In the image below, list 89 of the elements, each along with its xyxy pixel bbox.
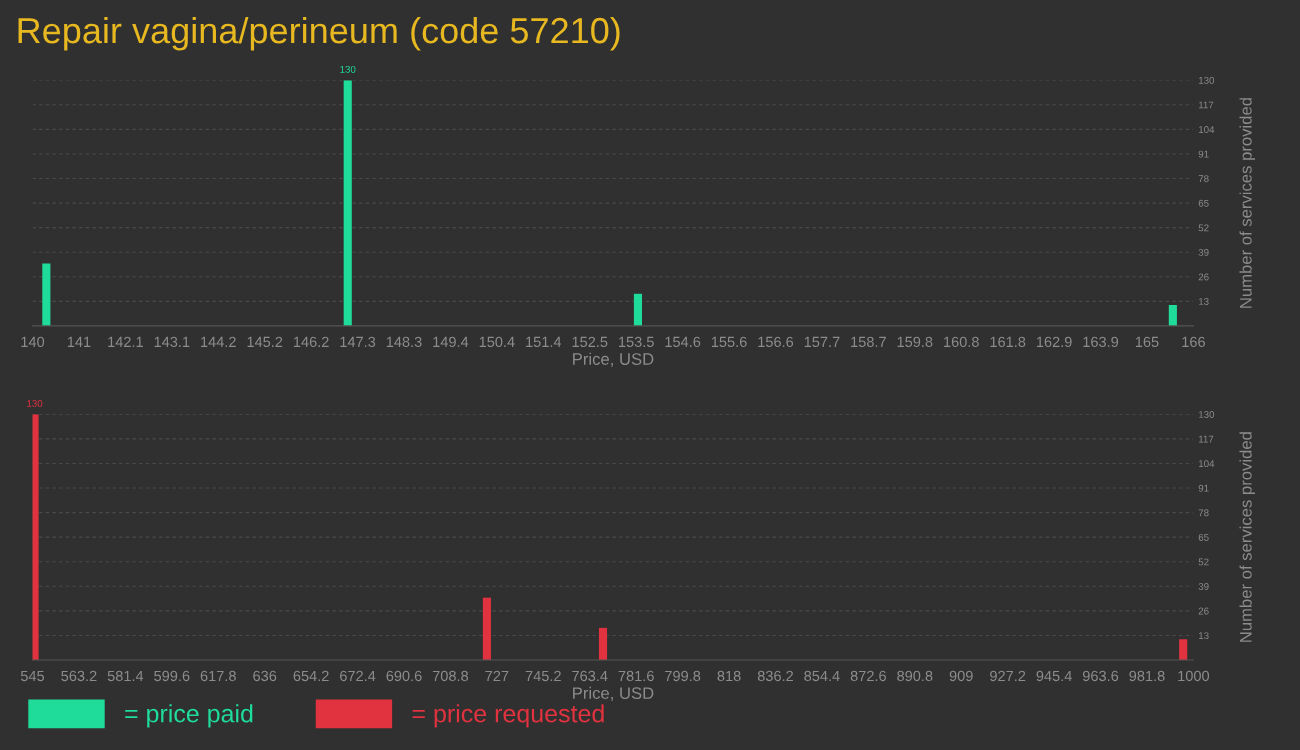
x-tick-label: 162.9	[1036, 336, 1072, 348]
bar	[482, 597, 491, 660]
x-tick-label: 981.8	[1129, 670, 1165, 682]
x-tick-label: 158.7	[851, 336, 886, 348]
y-tick-label: 78	[1198, 509, 1209, 517]
data-label: 130	[340, 65, 356, 73]
legend-label: = price requested	[412, 704, 604, 728]
y-tick-label: 52	[1198, 558, 1209, 566]
bar	[633, 293, 643, 326]
x-axis-title: Price, USD	[573, 686, 654, 701]
x-tick-label: 145.2	[247, 336, 283, 348]
x-tick-label: 149.4	[433, 336, 469, 348]
bar	[1168, 305, 1177, 326]
x-tick-label: 150.4	[479, 336, 515, 348]
x-tick-label: 166	[1182, 336, 1205, 348]
x-tick-label: 146.2	[293, 336, 329, 348]
x-tick-label: 156.6	[758, 336, 794, 348]
x-tick-label: 159.8	[897, 336, 933, 348]
x-tick-label: 708.8	[432, 670, 469, 682]
x-tick-label: 141	[67, 336, 91, 347]
bar	[1179, 639, 1188, 660]
x-tick-label: 1000	[1178, 670, 1210, 682]
x-tick-label: 799.8	[665, 670, 701, 682]
data-label: 130	[27, 399, 43, 407]
x-tick-label: 161.8	[990, 336, 1026, 348]
x-tick-label: 617.8	[200, 670, 236, 682]
x-tick-label: 152.5	[572, 336, 608, 348]
x-tick-label: 963.6	[1082, 670, 1119, 682]
x-tick-label: 818	[717, 670, 741, 682]
x-tick-label: 836.2	[757, 670, 793, 682]
y-tick-label: 91	[1198, 150, 1209, 158]
x-tick-label: 945.4	[1036, 670, 1072, 682]
x-tick-label: 599.6	[154, 670, 190, 682]
y-tick-label: 65	[1198, 199, 1209, 207]
bar	[32, 414, 39, 660]
x-tick-label: 165	[1135, 336, 1159, 348]
y-tick-label: 52	[1198, 224, 1209, 232]
x-tick-label: 151.4	[526, 336, 562, 348]
x-tick-label: 140	[21, 336, 45, 348]
x-tick-label: 147.3	[340, 336, 376, 348]
y-tick-label: 117	[1199, 101, 1214, 109]
y-axis-title: Number of services provided	[1239, 98, 1256, 308]
y-tick-label: 39	[1198, 583, 1209, 590]
y-tick-label: 65	[1198, 533, 1209, 541]
x-tick-label: 545	[20, 670, 45, 682]
x-tick-label: 672.4	[340, 670, 376, 682]
y-tick-label: 78	[1198, 175, 1209, 183]
y-tick-label: 26	[1198, 273, 1209, 281]
y-tick-label: 130	[1199, 76, 1215, 84]
y-tick-label: 130	[1199, 411, 1215, 418]
y-tick-label: 104	[1199, 460, 1215, 468]
y-tick-label: 117	[1199, 435, 1214, 443]
y-tick-label: 39	[1198, 248, 1209, 256]
x-tick-label: 690.6	[386, 670, 422, 682]
x-tick-label: 581.4	[107, 670, 144, 682]
x-tick-label: 143.1	[154, 336, 190, 348]
x-tick-label: 157.7	[804, 336, 840, 348]
x-tick-label: 763.4	[572, 670, 608, 682]
bar	[598, 627, 608, 660]
bar	[42, 263, 51, 326]
x-tick-label: 909	[949, 670, 973, 682]
x-tick-label: 872.6	[850, 670, 886, 682]
x-tick-label: 781.6	[618, 670, 654, 682]
y-tick-label: 13	[1199, 298, 1209, 305]
x-tick-label: 890.8	[897, 670, 933, 682]
x-tick-label: 144.2	[201, 336, 236, 347]
x-tick-label: 163.9	[1083, 336, 1119, 348]
legend-label: = price paid	[125, 704, 253, 728]
y-tick-label: 91	[1198, 484, 1209, 492]
chart-title: Repair vagina/perineum (code 57210)	[18, 16, 620, 51]
y-tick-label: 104	[1199, 126, 1215, 133]
y-tick-label: 13	[1199, 632, 1209, 640]
x-tick-label: 148.3	[386, 336, 422, 348]
x-tick-label: 563.2	[61, 670, 97, 682]
y-axis-title: Number of services provided	[1239, 432, 1256, 642]
x-tick-label: 160.8	[944, 336, 979, 348]
x-tick-label: 153.5	[619, 336, 654, 348]
y-tick-label: 26	[1198, 607, 1209, 615]
x-tick-label: 142.1	[108, 336, 143, 347]
x-tick-label: 927.2	[990, 670, 1026, 682]
x-tick-label: 745.2	[525, 670, 561, 682]
bar	[343, 80, 352, 326]
x-tick-label: 636	[253, 670, 277, 682]
x-axis-title: Price, USD	[573, 352, 654, 367]
x-tick-label: 155.6	[711, 336, 747, 348]
x-tick-label: 654.2	[293, 670, 329, 682]
x-tick-label: 854.4	[804, 670, 840, 682]
x-tick-label: 727	[485, 670, 509, 681]
x-tick-label: 154.6	[665, 336, 701, 348]
